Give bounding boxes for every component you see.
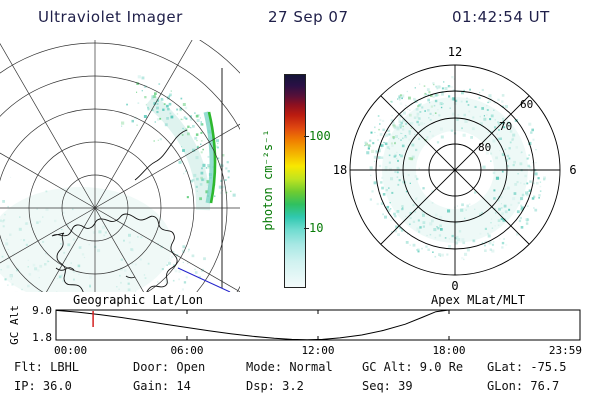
strip-left-title: Geographic Lat/Lon bbox=[73, 293, 203, 307]
strip-right-title: Apex MLat/MLT bbox=[431, 293, 525, 307]
mlt-label-6: 6 bbox=[569, 163, 576, 177]
mlt-grid bbox=[349, 64, 561, 276]
geo-emission-layer bbox=[0, 75, 236, 292]
strip-ytick-top: 9.0 bbox=[32, 304, 52, 317]
ring-label-60: 60 bbox=[520, 98, 533, 111]
colorbar-tick-100: 100 bbox=[309, 129, 331, 143]
limb-cyan-arc bbox=[203, 111, 215, 204]
status-glat: GLat: -75.5 bbox=[487, 360, 567, 374]
status-door: Door: Open bbox=[133, 360, 206, 374]
status-seq: Seq: 39 bbox=[362, 379, 413, 393]
limb-bright-arc bbox=[207, 111, 217, 204]
xtick-1200: 12:00 bbox=[301, 344, 334, 356]
status-flt: Flt: LBHL bbox=[14, 360, 80, 374]
status-gain: Gain: 14 bbox=[133, 379, 191, 393]
colorbar-tick-10: 10 bbox=[309, 221, 324, 235]
mlt-label-18: 18 bbox=[333, 163, 347, 177]
mlt-label-12: 12 bbox=[448, 45, 462, 59]
xtick-1800: 18:00 bbox=[432, 344, 465, 356]
strip-plot-frame bbox=[55, 309, 581, 341]
status-glon: GLon: 76.7 bbox=[487, 379, 560, 393]
date-label: 27 Sep 07 bbox=[268, 8, 349, 26]
status-ip: IP: 36.0 bbox=[14, 379, 72, 393]
status-mode: Mode: Normal bbox=[246, 360, 333, 374]
gc-alt-strip-chart: GC Alt 9.0 1.8 Geographic Lat/Lon Apex M… bbox=[8, 293, 582, 356]
ring-label-70: 70 bbox=[499, 120, 512, 133]
xtick-0600: 06:00 bbox=[170, 344, 203, 356]
time-label: 01:42:54 UT bbox=[452, 8, 550, 26]
strip-x-ticks: 00:00 06:00 12:00 18:00 23:59 bbox=[54, 344, 582, 356]
status-gc-alt: GC Alt: 9.0 Re bbox=[362, 360, 464, 374]
colorbar-tick-mark-10 bbox=[304, 228, 309, 229]
geographic-projection-plot bbox=[0, 40, 240, 292]
strip-y-axis-label: GC Alt bbox=[8, 305, 21, 345]
geo-grid bbox=[0, 40, 240, 292]
xtick-2359: 23:59 bbox=[549, 344, 582, 356]
coastline bbox=[51, 129, 188, 292]
status-dsp: Dsp: 3.2 bbox=[246, 379, 304, 393]
xtick-0000: 00:00 bbox=[54, 344, 87, 356]
colorbar-axis-label: photon cm⁻²s⁻¹ bbox=[261, 129, 275, 231]
terminator-line bbox=[177, 267, 231, 292]
ring-label-80: 80 bbox=[478, 141, 491, 154]
colorbar-tick-mark-100 bbox=[304, 136, 309, 137]
colorbar bbox=[284, 74, 306, 288]
apex-mlat-mlt-plot: 12 18 6 0 60 70 80 bbox=[333, 45, 577, 293]
gc-alt-curve bbox=[55, 309, 580, 341]
mlt-label-0: 0 bbox=[451, 279, 458, 293]
app-title: Ultraviolet Imager bbox=[38, 8, 183, 26]
strip-ytick-bottom: 1.8 bbox=[32, 331, 52, 344]
strip-axis-ticks bbox=[186, 310, 450, 340]
